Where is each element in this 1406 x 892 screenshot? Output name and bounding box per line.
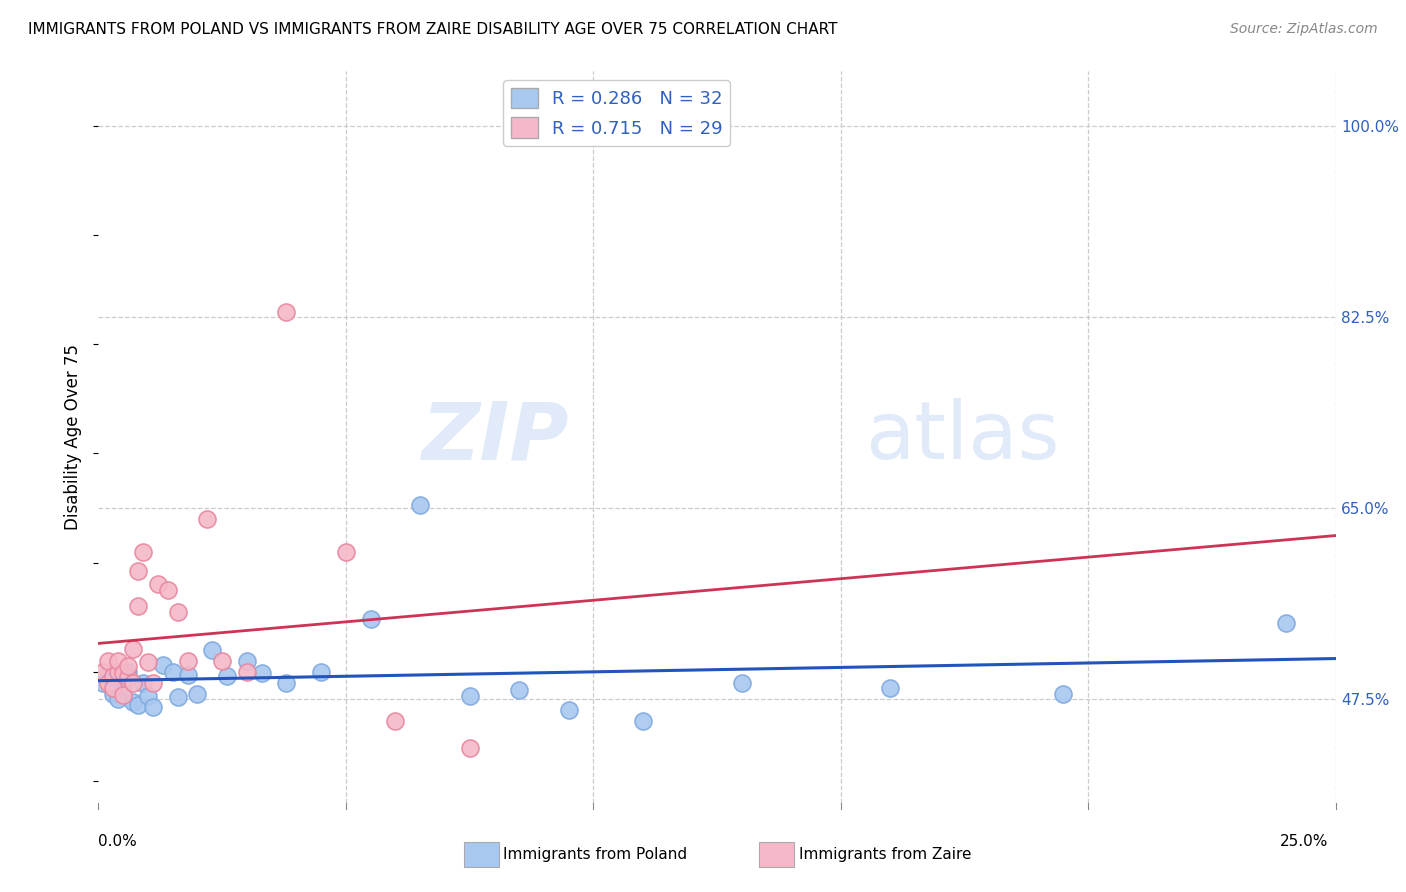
Text: IMMIGRANTS FROM POLAND VS IMMIGRANTS FROM ZAIRE DISABILITY AGE OVER 75 CORRELATI: IMMIGRANTS FROM POLAND VS IMMIGRANTS FRO… bbox=[28, 22, 838, 37]
Point bbox=[557, 703, 579, 717]
Point bbox=[127, 599, 149, 614]
Point bbox=[176, 654, 198, 668]
Point bbox=[136, 689, 159, 703]
Point bbox=[93, 675, 115, 690]
Point bbox=[335, 545, 357, 559]
Point bbox=[107, 654, 129, 668]
Point bbox=[631, 714, 654, 728]
Y-axis label: Disability Age Over 75: Disability Age Over 75 bbox=[65, 344, 83, 530]
Point bbox=[117, 670, 139, 684]
Text: atlas: atlas bbox=[866, 398, 1060, 476]
Point bbox=[122, 675, 145, 690]
Text: Immigrants from Zaire: Immigrants from Zaire bbox=[799, 847, 972, 862]
Point bbox=[166, 690, 188, 704]
Point bbox=[166, 605, 188, 619]
Point bbox=[152, 658, 174, 673]
Point bbox=[879, 681, 901, 695]
Point bbox=[409, 498, 432, 512]
Point bbox=[162, 665, 184, 679]
Point bbox=[132, 545, 155, 559]
Point bbox=[127, 565, 149, 579]
Point bbox=[117, 665, 139, 679]
Point bbox=[201, 643, 224, 657]
Point bbox=[93, 665, 115, 679]
Point bbox=[142, 699, 165, 714]
Point bbox=[146, 577, 169, 591]
Point bbox=[103, 687, 125, 701]
Point bbox=[136, 655, 159, 669]
Point bbox=[217, 669, 239, 683]
Point bbox=[458, 689, 481, 703]
Point bbox=[384, 714, 406, 728]
Point bbox=[236, 665, 259, 679]
Point bbox=[276, 304, 298, 318]
Point bbox=[132, 675, 155, 690]
Text: Immigrants from Poland: Immigrants from Poland bbox=[503, 847, 688, 862]
Point bbox=[97, 668, 120, 682]
Legend: R = 0.286   N = 32, R = 0.715   N = 29: R = 0.286 N = 32, R = 0.715 N = 29 bbox=[503, 80, 730, 145]
Point bbox=[360, 612, 382, 626]
Point bbox=[122, 695, 145, 709]
Point bbox=[731, 675, 754, 690]
Point bbox=[107, 665, 129, 679]
Point bbox=[107, 692, 129, 706]
Point bbox=[276, 675, 298, 690]
Point bbox=[103, 669, 125, 683]
Text: 0.0%: 0.0% bbox=[98, 834, 138, 849]
Point bbox=[103, 681, 125, 695]
Point bbox=[97, 675, 120, 690]
Text: 25.0%: 25.0% bbox=[1281, 834, 1329, 849]
Point bbox=[127, 698, 149, 712]
Point bbox=[142, 675, 165, 690]
Point bbox=[117, 659, 139, 673]
Point bbox=[195, 512, 218, 526]
Point bbox=[309, 665, 332, 679]
Point bbox=[122, 641, 145, 656]
Text: ZIP: ZIP bbox=[422, 398, 568, 476]
Point bbox=[112, 688, 135, 702]
Point bbox=[1052, 687, 1074, 701]
Point bbox=[112, 678, 135, 692]
Point bbox=[112, 665, 135, 680]
Point bbox=[236, 654, 259, 668]
Point bbox=[156, 582, 179, 597]
Point bbox=[250, 665, 273, 680]
Point bbox=[508, 683, 530, 698]
Point bbox=[176, 668, 198, 682]
Point bbox=[1275, 615, 1298, 630]
Point bbox=[458, 741, 481, 756]
Text: Source: ZipAtlas.com: Source: ZipAtlas.com bbox=[1230, 22, 1378, 37]
Point bbox=[97, 654, 120, 668]
Point bbox=[186, 687, 208, 701]
Point bbox=[211, 654, 233, 668]
